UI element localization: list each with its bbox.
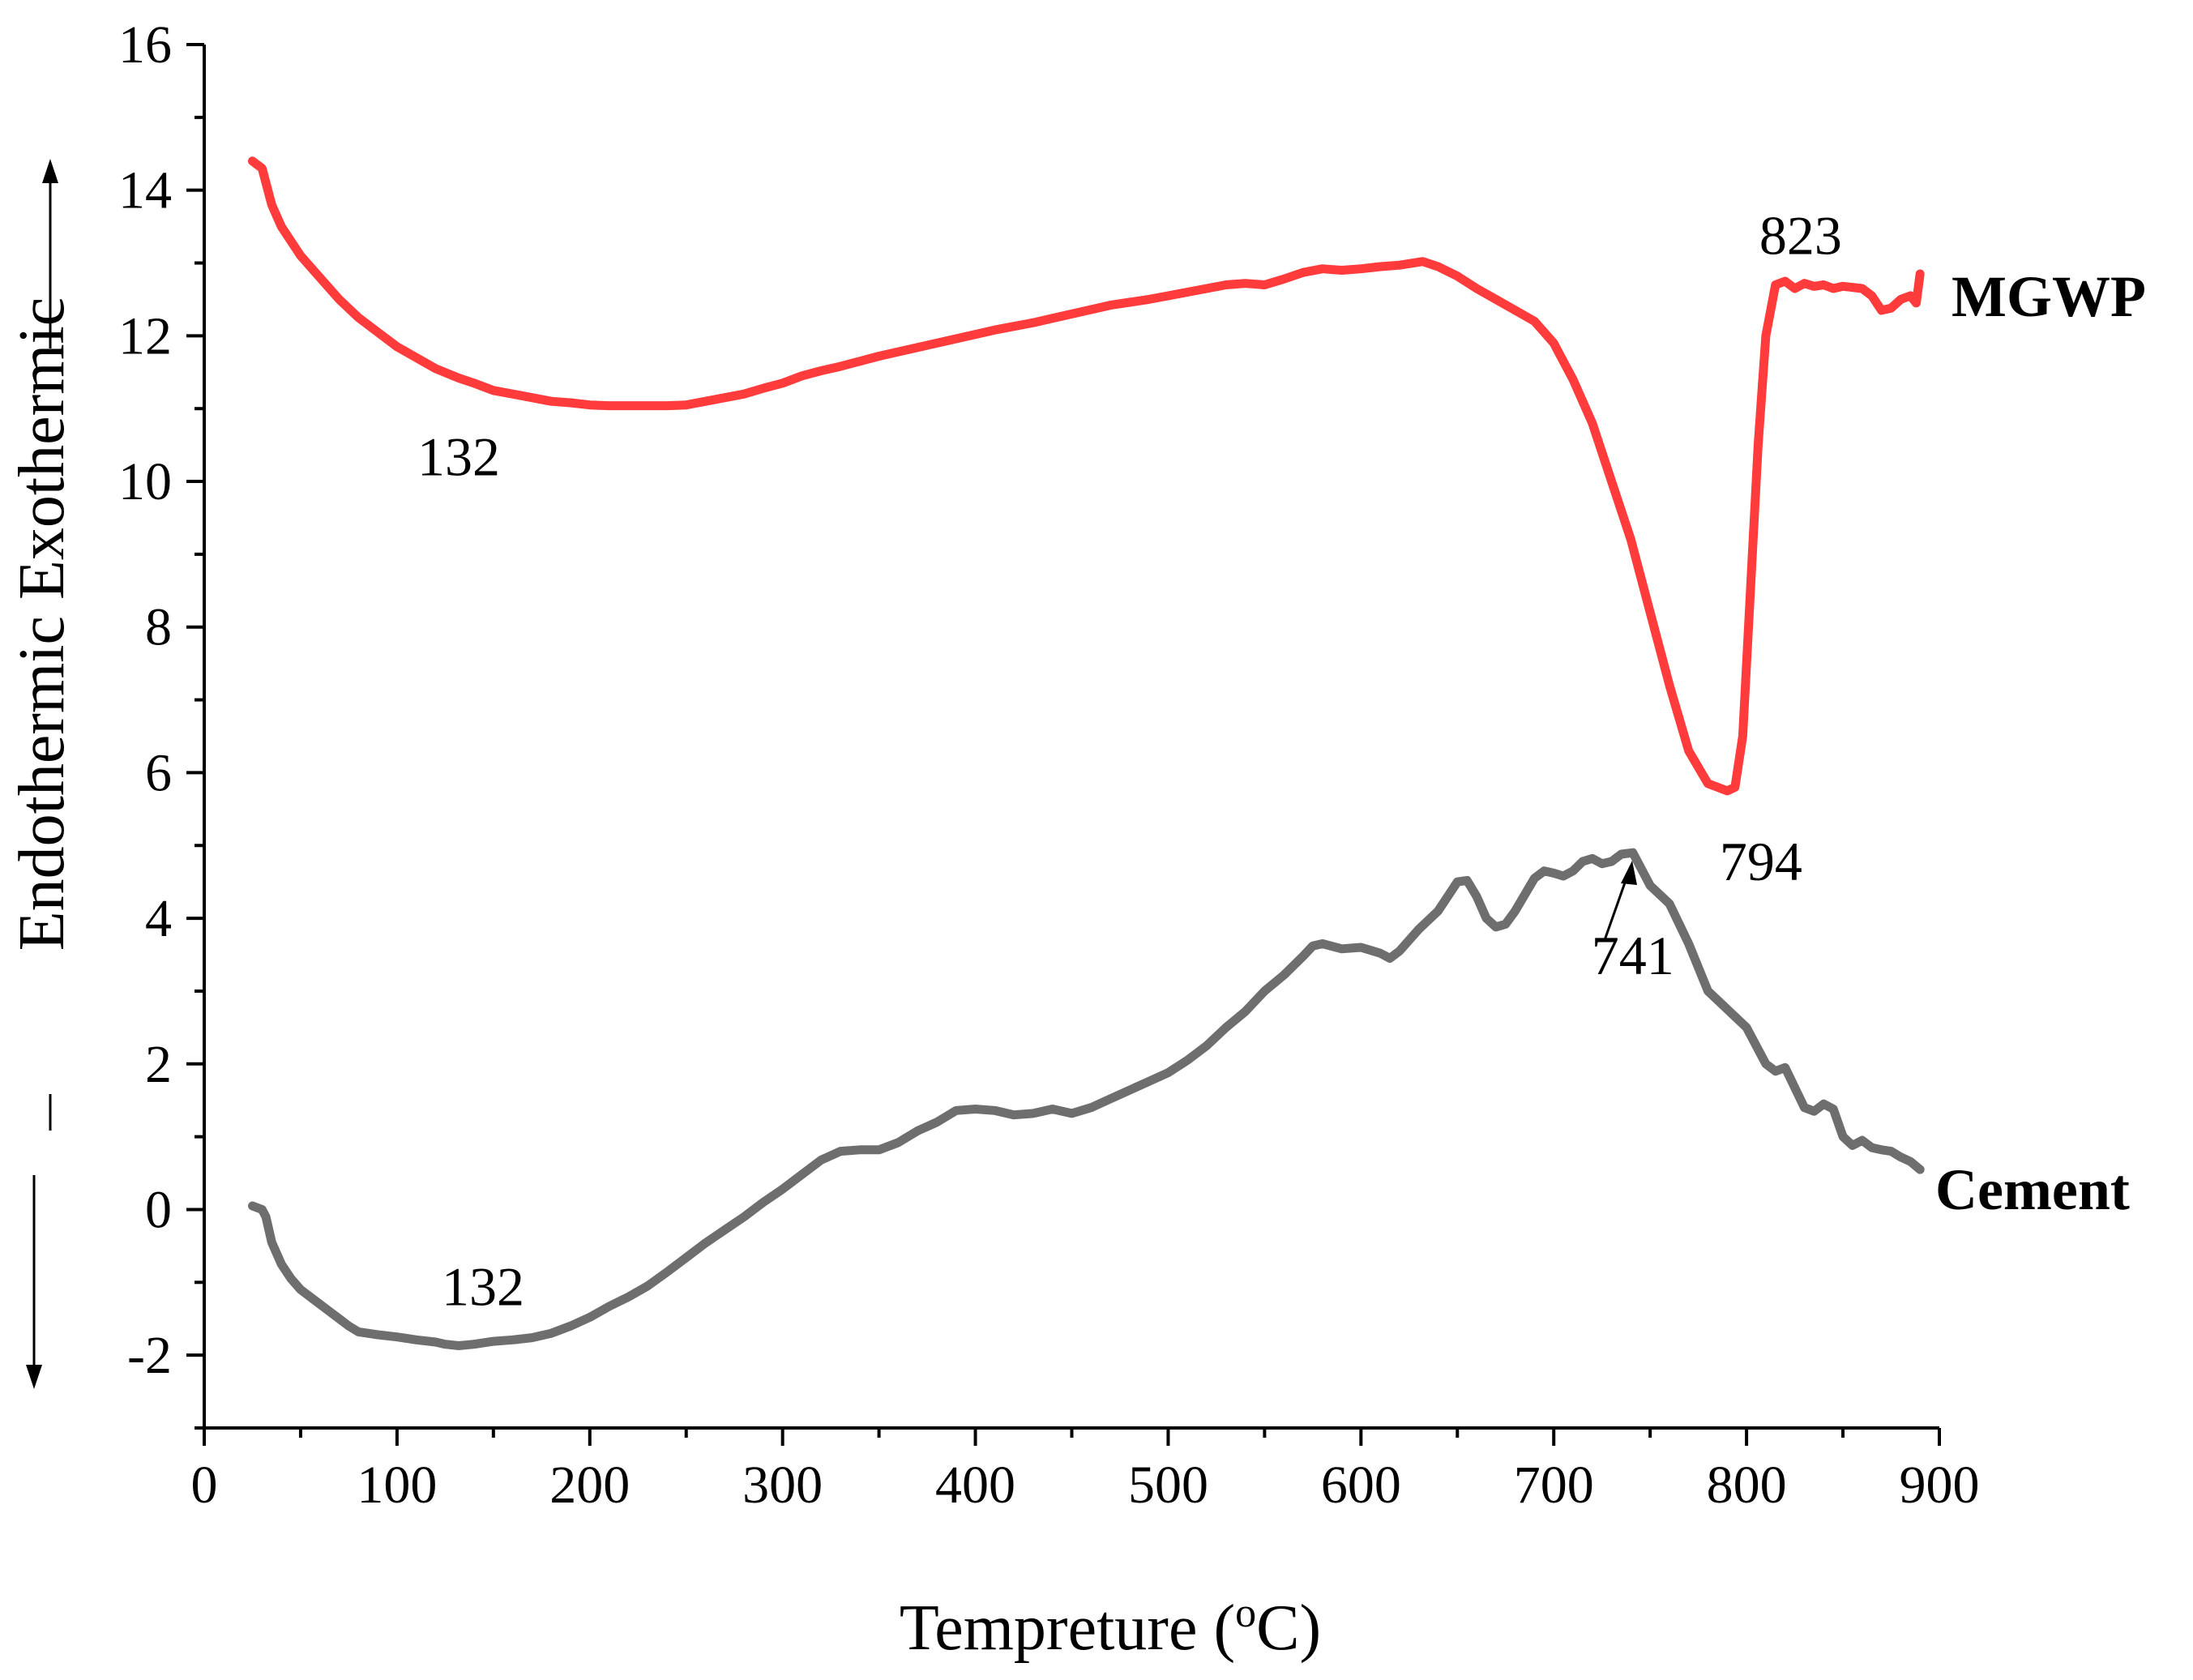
annotation-cement-741: 741 (1592, 925, 1674, 986)
x-tick-label: 900 (1900, 1456, 1980, 1515)
peak-741-pointer (1603, 861, 1637, 941)
annotation-mgwp-823: 823 (1759, 205, 1842, 267)
y-ticks: -2 0 2 4 6 8 10 12 14 16 (118, 15, 204, 1430)
y-tick-label: 8 (145, 598, 172, 657)
y-tick-label: -2 (127, 1326, 172, 1385)
series-line-mgwp (248, 156, 1925, 796)
annotation-cement-132: 132 (442, 1255, 524, 1317)
x-axis-title: Tempreture (oC) (900, 1590, 1321, 1665)
series-layer (248, 156, 1925, 1350)
x-tick-label: 200 (549, 1456, 630, 1515)
series-label-cement: Cement (1935, 1157, 2130, 1222)
x-tick-label: 600 (1321, 1456, 1401, 1515)
x-ticks: 0 100 200 300 400 500 600 700 800 900 (191, 1428, 1980, 1515)
pointer-arrow-icon (1621, 861, 1637, 885)
x-axis-title-text: Tempreture ( (900, 1592, 1235, 1664)
y-tick-label: 4 (145, 889, 172, 948)
y-tick-label: 12 (118, 306, 172, 365)
down-arrow-icon (26, 1365, 42, 1389)
series-line-cement (248, 848, 1925, 1350)
y-tick-label: 14 (118, 161, 172, 220)
up-arrow-icon (42, 159, 58, 183)
y-tick-label: 6 (145, 743, 172, 802)
x-tick-label: 100 (357, 1456, 437, 1515)
x-tick-label: 800 (1707, 1456, 1787, 1515)
x-tick-label: 300 (742, 1456, 823, 1515)
y-tick-label: 2 (145, 1035, 172, 1094)
x-tick-label: 700 (1514, 1456, 1594, 1515)
annotation-mgwp-132: 132 (417, 425, 500, 487)
y-tick-label: 10 (118, 452, 172, 511)
annotation-mgwp-794: 794 (1720, 831, 1802, 892)
x-axis-title-degree: o (1235, 1590, 1256, 1636)
x-axis-title-unit: C) (1256, 1592, 1321, 1664)
endothermic-arrow (26, 1175, 42, 1389)
y-tick-label: 16 (118, 15, 172, 75)
x-tick-label: 400 (935, 1456, 1015, 1515)
exothermic-arrow (42, 159, 58, 1131)
y-tick-label: 0 (145, 1180, 172, 1239)
x-tick-label: 500 (1128, 1456, 1208, 1515)
x-tick-label: 0 (191, 1456, 218, 1515)
y-axis-title: Endothermic Exothermic (6, 297, 78, 951)
series-label-mgwp: MGWP (1951, 264, 2146, 329)
